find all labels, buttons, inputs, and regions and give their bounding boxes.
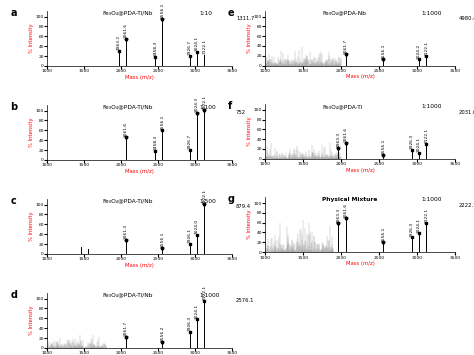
Text: 3024.1: 3024.1 (195, 36, 199, 51)
Text: 3024.3: 3024.3 (195, 97, 199, 112)
Text: 2556.1: 2556.1 (382, 139, 385, 154)
Text: 2556.1: 2556.1 (382, 44, 385, 59)
Text: 752: 752 (236, 110, 246, 115)
Text: 2061.6: 2061.6 (344, 203, 348, 218)
Y-axis label: % Intensity: % Intensity (246, 23, 252, 53)
X-axis label: Mass (m/z): Mass (m/z) (346, 168, 374, 173)
Text: 3122.1: 3122.1 (202, 285, 206, 300)
Text: 2061.6: 2061.6 (124, 23, 128, 38)
Text: Fe₃O₄@PDA-Ti/Nb: Fe₃O₄@PDA-Ti/Nb (103, 199, 154, 204)
Text: Fe₃O₄@PDA-Ti/Nb: Fe₃O₄@PDA-Ti/Nb (103, 105, 154, 110)
Text: Fe₃O₄@PDA-Ti/Nb: Fe₃O₄@PDA-Ti/Nb (103, 11, 154, 16)
Text: 2556.1: 2556.1 (382, 226, 385, 241)
X-axis label: Mass (m/z): Mass (m/z) (346, 261, 374, 266)
Text: 2556.2: 2556.2 (161, 326, 164, 341)
Text: 1311.7: 1311.7 (236, 16, 255, 21)
Text: g: g (228, 195, 235, 204)
Y-axis label: % Intensity: % Intensity (246, 210, 252, 239)
Text: 2556.1: 2556.1 (161, 3, 164, 18)
X-axis label: Mass (m/z): Mass (m/z) (126, 263, 154, 268)
Text: 2926.3: 2926.3 (410, 134, 413, 149)
Text: 3122.1: 3122.1 (202, 39, 206, 54)
Text: 1:500: 1:500 (199, 199, 216, 204)
Text: Fe₃O₄@PDA-Ti/Nb: Fe₃O₄@PDA-Ti/Nb (103, 293, 154, 297)
Text: Physical Mixture: Physical Mixture (322, 197, 378, 202)
Text: Fe₃O₄@PDA-Nb: Fe₃O₄@PDA-Nb (322, 11, 366, 16)
X-axis label: Mass (m/z): Mass (m/z) (346, 75, 374, 80)
Text: 3024.0: 3024.0 (195, 219, 199, 234)
Text: 3122.1: 3122.1 (424, 41, 428, 56)
Text: e: e (228, 8, 234, 18)
X-axis label: Mass (m/z): Mass (m/z) (126, 169, 154, 174)
Text: 2222.7: 2222.7 (459, 203, 474, 208)
Y-axis label: % Intensity: % Intensity (28, 23, 34, 53)
Text: f: f (228, 101, 232, 111)
Text: 2061.3: 2061.3 (124, 224, 128, 239)
Text: 2458.3: 2458.3 (153, 41, 157, 56)
Text: 2926.7: 2926.7 (188, 134, 192, 149)
Text: 2061.7: 2061.7 (124, 321, 128, 336)
Text: 3024.1: 3024.1 (417, 218, 421, 233)
Text: d: d (10, 290, 18, 300)
Text: 2556.1: 2556.1 (161, 114, 164, 130)
Text: Fe₃O₄@PDA-Ti: Fe₃O₄@PDA-Ti (322, 104, 363, 109)
Text: 3122.1: 3122.1 (202, 189, 206, 204)
Text: 1:1000: 1:1000 (199, 293, 219, 297)
Text: c: c (10, 196, 16, 206)
Text: 2556.1: 2556.1 (161, 232, 164, 247)
Text: 1963.2: 1963.2 (117, 35, 120, 50)
Text: 2061.6: 2061.6 (344, 127, 348, 142)
Text: 3122.1: 3122.1 (202, 95, 206, 110)
Text: a: a (10, 8, 17, 18)
Text: 2061.6: 2061.6 (124, 122, 128, 137)
Y-axis label: % Intensity: % Intensity (246, 116, 252, 146)
Text: 879.4: 879.4 (236, 204, 251, 209)
Text: 3024.1: 3024.1 (195, 304, 199, 318)
Text: 3122.1: 3122.1 (424, 128, 428, 143)
Text: 1:1000: 1:1000 (421, 11, 441, 16)
Text: 2458.3: 2458.3 (153, 135, 157, 150)
Text: 2926.7: 2926.7 (188, 40, 192, 55)
Text: 2926.3: 2926.3 (188, 316, 192, 331)
Text: 2926.1: 2926.1 (188, 228, 192, 243)
Text: 2031.0: 2031.0 (459, 110, 474, 115)
Text: 1:100: 1:100 (199, 105, 216, 110)
Y-axis label: % Intensity: % Intensity (28, 118, 34, 147)
Text: 2576.1: 2576.1 (236, 299, 255, 304)
Text: 4980.4: 4980.4 (459, 16, 474, 21)
Text: 2061.7: 2061.7 (344, 39, 348, 54)
Text: 1963.3: 1963.3 (337, 132, 340, 147)
Text: 1:10: 1:10 (199, 11, 212, 16)
Text: 3122.1: 3122.1 (424, 208, 428, 223)
Text: 1963.3: 1963.3 (337, 208, 340, 223)
Y-axis label: % Intensity: % Intensity (28, 212, 34, 241)
Text: 1:1000: 1:1000 (421, 104, 441, 109)
Text: 3024.1: 3024.1 (417, 137, 421, 152)
Text: 3024.2: 3024.2 (417, 44, 421, 59)
Text: b: b (10, 102, 18, 112)
Text: 2926.3: 2926.3 (410, 222, 413, 237)
Text: 1:1000: 1:1000 (421, 197, 441, 202)
Y-axis label: % Intensity: % Intensity (28, 305, 34, 335)
X-axis label: Mass (m/z): Mass (m/z) (126, 75, 154, 80)
